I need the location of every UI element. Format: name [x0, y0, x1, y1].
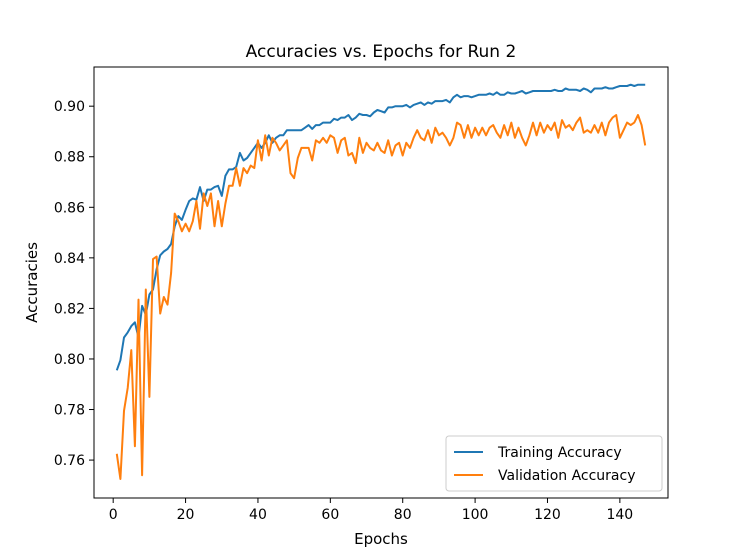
y-tick-label: 0.84 [54, 251, 85, 267]
y-tick-label: 0.86 [54, 200, 85, 216]
y-tick-label: 0.90 [54, 99, 85, 115]
y-tick-label: 0.88 [54, 150, 85, 166]
plot-area [115, 83, 647, 480]
x-tick-label: 100 [462, 507, 489, 523]
x-tick-label: 140 [606, 507, 633, 523]
y-tick-label: 0.78 [54, 403, 85, 419]
legend-label: Training Accuracy [497, 445, 622, 461]
x-axis: 0 20 40 60 80 100 120 140 [109, 498, 633, 523]
y-axis: 0.76 0.78 0.80 0.82 0.84 0.86 0.88 0.90 [54, 99, 94, 469]
y-axis-label: Accuracies [23, 242, 41, 323]
x-axis-label: Epochs [354, 530, 408, 548]
x-tick-label: 20 [177, 507, 195, 523]
x-tick-label: 40 [249, 507, 267, 523]
series-line-1 [115, 114, 647, 480]
legend-label: Validation Accuracy [498, 468, 636, 484]
x-tick-label: 0 [109, 507, 118, 523]
y-tick-label: 0.76 [54, 453, 85, 469]
y-tick-label: 0.80 [54, 352, 85, 368]
axes-frame [93, 66, 669, 499]
y-tick-label: 0.82 [54, 301, 85, 317]
legend-box [445, 435, 663, 492]
x-tick-label: 60 [321, 507, 339, 523]
legend: Training Accuracy Validation Accuracy [445, 435, 663, 492]
x-tick-label: 120 [534, 507, 561, 523]
x-tick-label: 80 [394, 507, 412, 523]
chart-title: Accuracies vs. Epochs for Run 2 [246, 42, 517, 62]
